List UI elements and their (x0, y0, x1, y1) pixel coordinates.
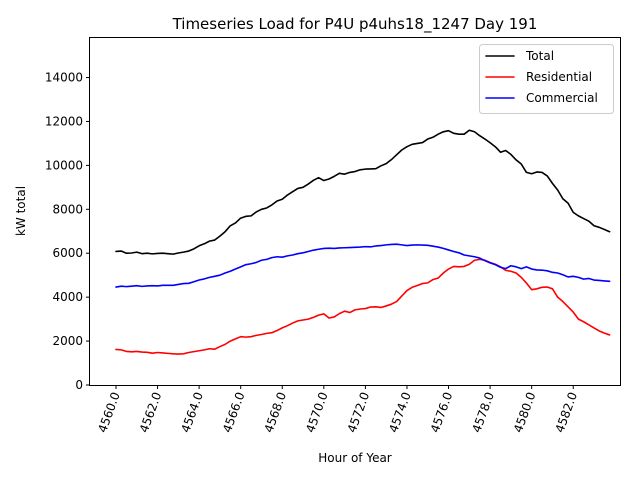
series-line-commercial (115, 243, 611, 288)
y-tick-label: 14000 (45, 71, 83, 85)
x-axis-label: Hour of Year (318, 451, 392, 465)
legend-label-total: Total (525, 49, 554, 63)
series-line-residential (115, 258, 611, 355)
y-tick-label: 4000 (52, 290, 83, 304)
legend-label-residential: Residential (526, 70, 592, 84)
series-line-total (115, 129, 611, 255)
y-tick-label: 12000 (45, 114, 83, 128)
axes-frame (89, 37, 621, 386)
y-tick-label: 0 (75, 378, 83, 392)
y-tick-label: 8000 (52, 202, 83, 216)
chart-title: Timeseries Load for P4U p4uhs18_1247 Day… (172, 15, 538, 34)
legend-label-commercial: Commercial (526, 91, 598, 105)
y-tick-label: 10000 (45, 158, 83, 172)
legend-box (479, 44, 614, 114)
legend: Total Residential Commercial (479, 44, 614, 114)
plot-area (115, 129, 611, 355)
y-axis-label: kW total (14, 186, 28, 236)
y-tick-label: 2000 (52, 334, 83, 348)
y-tick-label: 6000 (52, 246, 83, 260)
